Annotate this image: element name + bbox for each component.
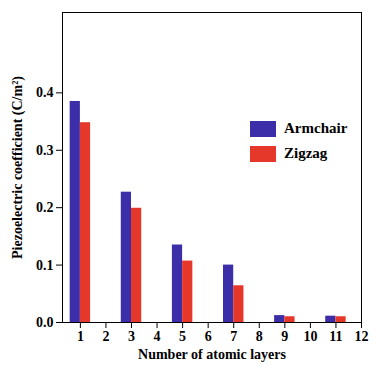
svg-text:10: 10 [303,329,317,344]
svg-text:Piezoelectric coefficient (C/m: Piezoelectric coefficient (C/m²) [10,76,26,259]
svg-text:0.2: 0.2 [36,200,54,215]
svg-text:9: 9 [281,329,288,344]
svg-text:11: 11 [329,329,342,344]
svg-text:6: 6 [205,329,212,344]
svg-text:7: 7 [230,329,237,344]
svg-text:Number of atomic layers: Number of atomic layers [138,347,286,362]
svg-text:0.1: 0.1 [36,258,54,273]
svg-text:3: 3 [128,329,135,344]
svg-text:4: 4 [154,329,161,344]
svg-text:5: 5 [179,329,186,344]
html-text:Zigzag: Zigzag [284,145,328,161]
svg-text:2: 2 [102,329,109,344]
svg-text:0.3: 0.3 [36,143,54,158]
svg-text:0.4: 0.4 [36,85,54,100]
svg-text:12: 12 [355,329,369,344]
html-text:Armchair: Armchair [284,120,348,136]
svg-text:8: 8 [256,329,263,344]
svg-text:1: 1 [77,329,84,344]
svg-text:0.0: 0.0 [36,315,54,330]
